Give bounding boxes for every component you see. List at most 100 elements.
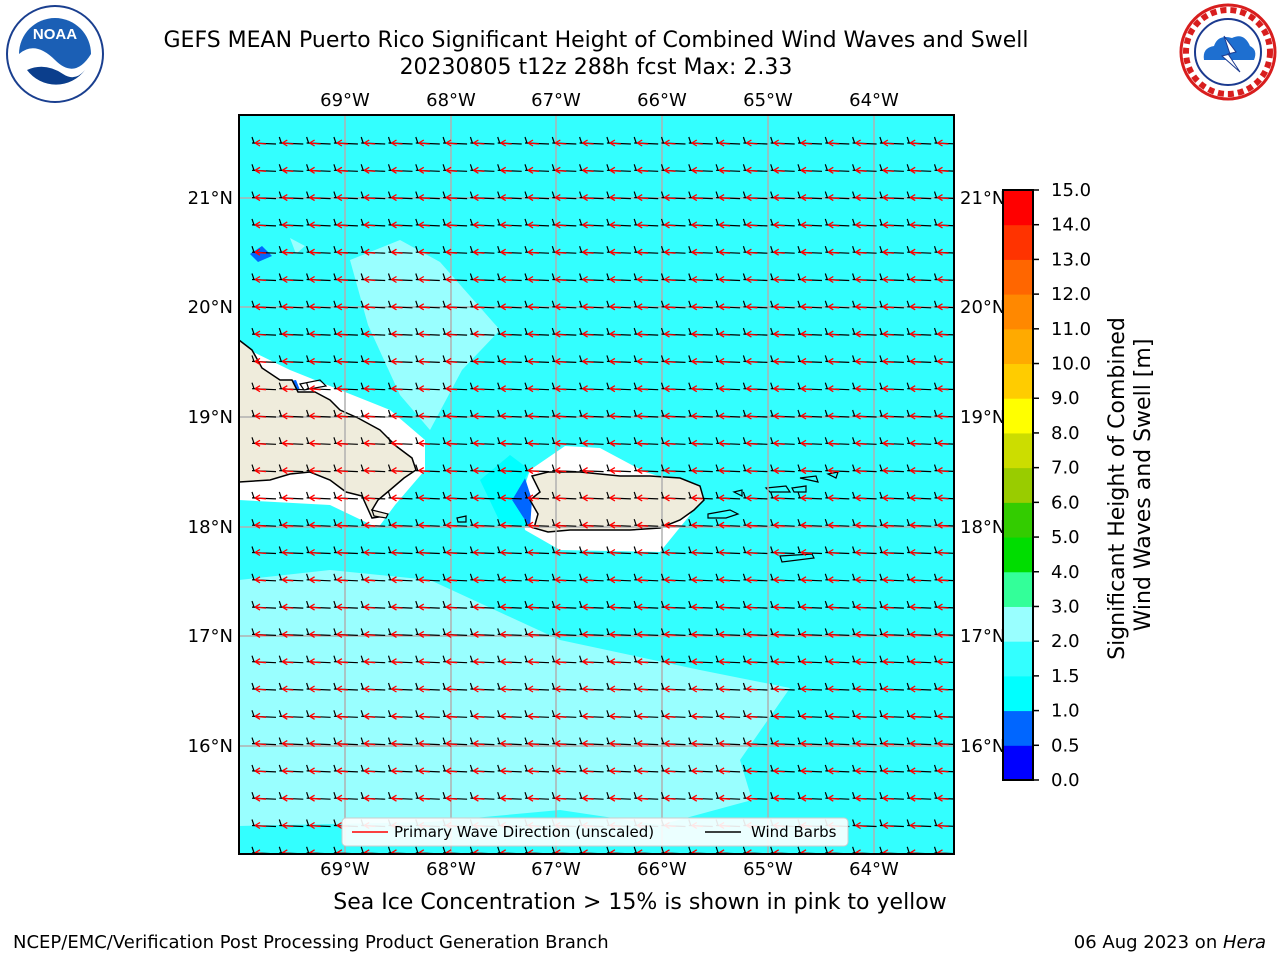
wave-direction-arrow: [281, 712, 294, 720]
colorbar-tick-label: 1.5: [1051, 666, 1080, 687]
wave-direction-arrow: [636, 521, 649, 529]
wave-direction-arrow: [909, 194, 922, 202]
wave-direction-arrow: [937, 767, 949, 775]
wave-direction-arrow: [254, 439, 267, 447]
wave-direction-arrow: [718, 548, 731, 557]
wave-direction-arrow: [882, 330, 894, 338]
wave-direction-arrow: [746, 740, 758, 748]
wave-direction-arrow: [391, 685, 403, 693]
lon-label-bottom: 66°W: [637, 859, 687, 880]
wave-direction-arrow: [746, 439, 758, 447]
wave-direction-arrow: [855, 166, 867, 174]
wave-direction-arrow: [527, 412, 540, 420]
wave-direction-arrow: [418, 467, 430, 475]
wave-direction-arrow: [445, 139, 458, 147]
colorbar-tick-label: 3.0: [1051, 596, 1080, 617]
colorbar: 0.0 0.5 1.0 1.5 2.0 3.0 4.0 5.0 6.0 7.0 8.0 9.0 10.0…: [1002, 180, 1091, 791]
wave-direction-arrow: [473, 194, 485, 202]
wave-direction-arrow: [500, 248, 512, 256]
wave-direction-arrow: [445, 166, 458, 174]
lat-label-right: 18°N: [960, 517, 1005, 538]
wave-direction-arrow: [855, 658, 867, 666]
wave-direction-arrow: [254, 412, 267, 420]
wave-direction-arrow: [309, 494, 321, 502]
wave-direction-arrow: [473, 275, 485, 284]
lon-label-top: 69°W: [320, 90, 370, 111]
wave-direction-arrow: [254, 712, 267, 720]
wave-direction-arrow: [281, 548, 294, 557]
wave-direction-arrow: [391, 794, 403, 802]
wave-direction-arrow: [909, 630, 922, 638]
wave-direction-arrow: [363, 576, 376, 584]
wave-direction-arrow: [473, 767, 485, 775]
lat-label-right: 19°N: [960, 407, 1005, 428]
wave-direction-arrow: [527, 467, 540, 475]
wave-direction-arrow: [309, 303, 321, 311]
wave-direction-arrow: [445, 521, 458, 529]
wave-direction-arrow: [254, 794, 267, 802]
colorbar-segment: [1003, 745, 1033, 781]
wave-direction-arrow: [773, 248, 785, 256]
wave-direction-arrow: [554, 658, 567, 666]
wave-direction-arrow: [718, 248, 731, 256]
colorbar-segment: [1003, 641, 1033, 677]
lat-label-right: 20°N: [960, 297, 1005, 318]
wave-direction-arrow: [473, 139, 485, 147]
wave-direction-arrow: [500, 385, 512, 393]
wave-direction-arrow: [609, 494, 621, 502]
wave-direction-arrow: [391, 740, 403, 748]
wave-direction-arrow: [500, 767, 512, 775]
colorbar-label: Significant Height of Combined Wind Wave…: [1105, 310, 1156, 660]
wave-direction-arrow: [746, 166, 758, 174]
wave-direction-arrow: [363, 603, 376, 611]
wave-direction-arrow: [391, 412, 403, 420]
wave-direction-arrow: [281, 357, 294, 365]
wave-direction-arrow: [664, 685, 676, 693]
wave-direction-arrow: [937, 194, 949, 202]
footer-date: 06 Aug 2023 on Hera: [1074, 932, 1266, 953]
wave-direction-arrow: [855, 275, 867, 284]
wave-direction-arrow: [473, 521, 485, 529]
wave-direction-arrow: [909, 685, 922, 693]
wave-direction-arrow: [827, 467, 840, 475]
wave-direction-arrow: [418, 740, 430, 748]
wave-direction-arrow: [664, 166, 676, 174]
wave-direction-arrow: [336, 139, 348, 147]
wave-direction-arrow: [336, 521, 348, 529]
colorbar-segment: [1003, 398, 1033, 434]
wave-direction-arrow: [445, 194, 458, 202]
wave-direction-arrow: [882, 576, 894, 584]
wave-direction-arrow: [691, 794, 703, 802]
wave-direction-arrow: [800, 439, 813, 447]
wave-direction-arrow: [363, 794, 376, 802]
land-hispaniola: [239, 339, 417, 519]
wave-direction-arrow: [363, 357, 376, 365]
wave-direction-arrow: [582, 412, 594, 420]
wave-direction-arrow: [609, 658, 621, 666]
wave-direction-arrow: [418, 630, 430, 638]
wave-direction-arrow: [882, 275, 894, 284]
wave-direction-arrow: [582, 194, 594, 202]
wave-direction-arrow: [336, 712, 348, 720]
wave-direction-arrow: [391, 603, 403, 611]
wave-direction-arrow: [254, 385, 267, 393]
wave-direction-arrow: [773, 685, 785, 693]
wave-direction-arrow: [281, 439, 294, 447]
wave-direction-arrow: [882, 248, 894, 256]
land-saona-island: [371, 509, 389, 519]
wave-direction-arrow: [882, 630, 894, 638]
wave-direction-arrow: [882, 303, 894, 311]
lon-label-bottom: 65°W: [743, 859, 793, 880]
wave-direction-arrow: [582, 494, 594, 502]
wave-direction-arrow: [827, 576, 840, 584]
wave-direction-arrow: [281, 630, 294, 638]
wave-direction-arrow: [254, 221, 267, 229]
wave-direction-arrow: [281, 194, 294, 202]
wave-direction-arrow: [664, 794, 676, 802]
wave-direction-arrow: [718, 330, 731, 338]
wave-direction-arrow: [445, 248, 458, 256]
wave-direction-arrow: [691, 439, 703, 447]
wave-direction-arrow: [391, 521, 403, 529]
sea-ice-caption: Sea Ice Concentration > 15% is shown in …: [333, 890, 947, 915]
wave-direction-arrow: [445, 603, 458, 611]
